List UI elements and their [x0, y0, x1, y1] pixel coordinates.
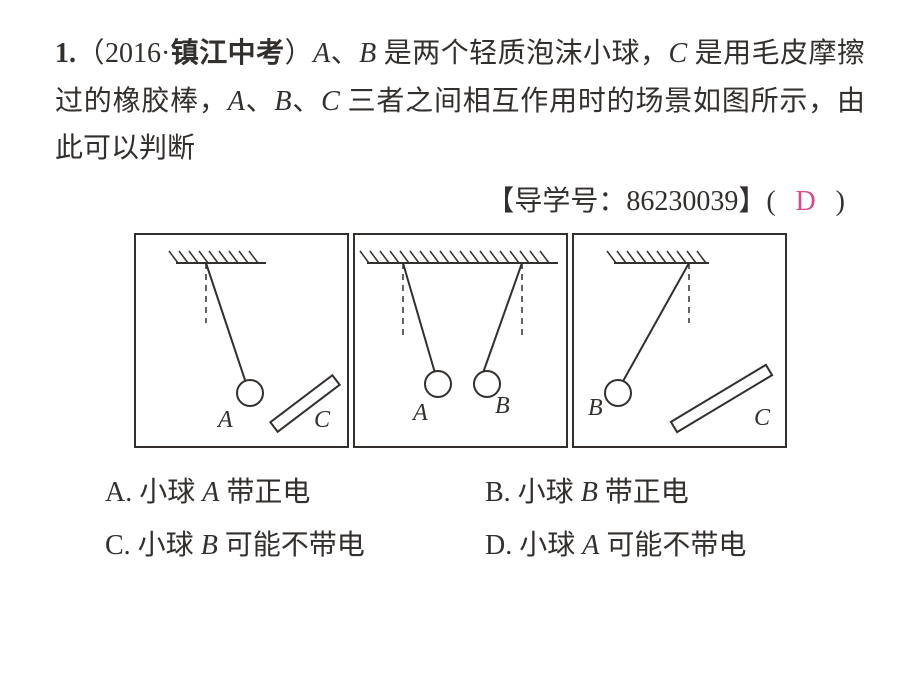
- opt-a-suffix: 带正电: [219, 477, 310, 508]
- text-p5: 、: [292, 86, 322, 117]
- question-text: 1.（2016·镇江中考）A、B 是两个轻质泡沫小球，C 是用毛皮摩擦过的橡胶棒…: [55, 30, 865, 173]
- svg-text:A: A: [411, 400, 428, 426]
- opt-a-var: A: [202, 477, 219, 508]
- opt-b-var: B: [581, 477, 598, 508]
- diagrams-row: AC AB BC: [55, 233, 865, 448]
- option-a: A. 小球 A 带正电: [105, 466, 485, 519]
- opt-d-suffix: 可能不带电: [599, 530, 746, 561]
- svg-text:B: B: [588, 395, 603, 421]
- answer-letter: D: [776, 186, 836, 218]
- option-d: D. 小球 A 可能不带电: [485, 519, 865, 572]
- var-b2: B: [274, 86, 291, 117]
- text-p4: 、: [245, 86, 275, 117]
- reference-label: 【导学号：86230039】(: [486, 186, 775, 217]
- var-a2: A: [228, 86, 245, 117]
- option-c: C. 小球 B 可能不带电: [105, 519, 485, 572]
- svg-text:C: C: [314, 407, 331, 433]
- opt-c-prefix: C. 小球: [105, 530, 201, 561]
- svg-text:C: C: [754, 405, 771, 431]
- reference-line: 【导学号：86230039】(D): [55, 179, 865, 219]
- option-b: B. 小球 B 带正电: [485, 466, 865, 519]
- var-c2: C: [321, 86, 340, 117]
- text-p1: 、: [330, 38, 359, 69]
- reference-close: ): [836, 186, 845, 217]
- opt-d-prefix: D. 小球: [485, 530, 582, 561]
- svg-text:B: B: [495, 393, 510, 419]
- var-b: B: [359, 38, 376, 69]
- svg-text:A: A: [216, 407, 233, 433]
- source-suffix: ）: [285, 38, 313, 69]
- opt-c-suffix: 可能不带电: [218, 530, 365, 561]
- opt-b-prefix: B. 小球: [485, 477, 581, 508]
- diagram-1: AC: [134, 233, 349, 448]
- source-prefix: （2016·: [76, 38, 170, 69]
- options-grid: A. 小球 A 带正电 B. 小球 B 带正电 C. 小球 B 可能不带电 D.…: [55, 466, 865, 572]
- diagram-3: BC: [572, 233, 787, 448]
- opt-b-suffix: 带正电: [598, 477, 689, 508]
- diagram-2: AB: [353, 233, 568, 448]
- source-bold: 镇江中考: [170, 38, 284, 69]
- opt-a-prefix: A. 小球: [105, 477, 202, 508]
- opt-c-var: B: [201, 530, 218, 561]
- opt-d-var: A: [582, 530, 599, 561]
- text-p2: 是两个轻质泡沫小球，: [376, 38, 668, 69]
- question-number: 1.: [55, 38, 76, 69]
- var-a: A: [313, 38, 330, 69]
- var-c: C: [668, 38, 687, 69]
